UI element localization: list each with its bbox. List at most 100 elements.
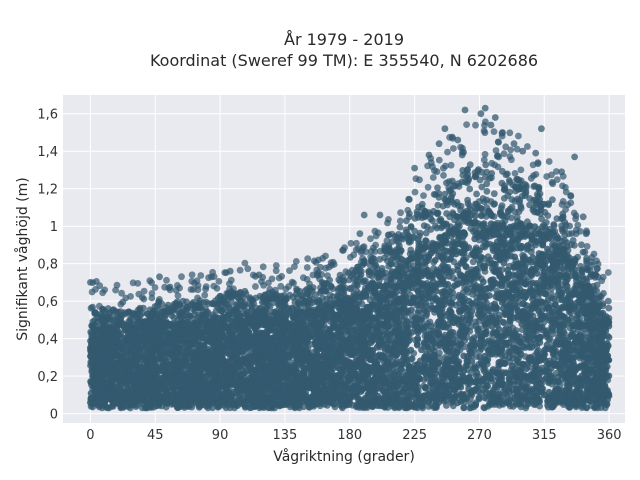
data-point — [240, 302, 248, 310]
data-point — [498, 202, 506, 210]
data-point — [433, 209, 441, 217]
data-point — [498, 179, 506, 187]
data-point — [97, 311, 104, 318]
data-point — [487, 198, 495, 205]
data-point — [483, 180, 491, 188]
data-point — [222, 300, 229, 308]
data-point — [315, 297, 322, 304]
data-point — [337, 284, 344, 291]
data-point — [419, 211, 427, 219]
data-point — [449, 294, 457, 302]
data-point — [136, 304, 144, 312]
data-point — [564, 246, 572, 254]
data-point — [533, 208, 541, 216]
data-point — [448, 193, 455, 201]
data-point — [263, 298, 271, 306]
data-point — [293, 287, 301, 294]
data-point — [436, 349, 443, 357]
data-point — [329, 285, 336, 292]
data-point — [605, 304, 613, 312]
data-point — [545, 201, 552, 209]
data-point — [561, 232, 569, 239]
data-point — [124, 309, 132, 316]
data-point — [563, 239, 571, 247]
data-point — [353, 267, 360, 275]
data-point — [434, 184, 441, 192]
data-point — [469, 258, 477, 266]
data-point — [578, 241, 585, 249]
data-point — [443, 210, 450, 217]
data-point — [526, 195, 534, 202]
data-point — [237, 289, 244, 297]
data-point — [506, 178, 514, 186]
data-point — [137, 311, 144, 319]
data-point — [583, 254, 590, 262]
data-point — [317, 289, 324, 296]
data-point — [395, 239, 402, 247]
data-point — [559, 214, 566, 222]
data-point — [376, 256, 384, 263]
data-point — [469, 290, 476, 298]
data-point — [129, 309, 137, 317]
data-point — [443, 198, 451, 206]
data-point — [443, 179, 450, 187]
data-point — [451, 182, 459, 190]
data-point — [341, 284, 349, 292]
data-point — [476, 176, 484, 184]
data-point — [422, 229, 430, 237]
data-point — [578, 267, 585, 275]
data-point — [478, 183, 486, 191]
data-point — [516, 185, 523, 192]
data-point — [441, 190, 449, 198]
data-point — [501, 184, 509, 192]
data-point — [553, 215, 561, 223]
data-point — [385, 262, 393, 270]
data-point — [449, 209, 457, 217]
data-point — [517, 202, 525, 210]
data-point — [486, 174, 493, 182]
data-point — [434, 201, 442, 209]
data-point — [89, 303, 96, 311]
data-point — [423, 223, 431, 231]
data-point — [407, 223, 415, 230]
data-point — [530, 183, 538, 190]
data-point — [366, 271, 373, 279]
data-point — [347, 284, 355, 292]
data-point — [461, 178, 469, 186]
data-point — [511, 208, 519, 216]
data-point — [522, 184, 530, 192]
data-point — [481, 198, 488, 206]
data-point — [433, 224, 441, 232]
data-point — [604, 297, 612, 305]
data-point — [216, 306, 224, 314]
data-point — [466, 185, 474, 193]
data-point — [416, 229, 424, 237]
data-point — [378, 265, 386, 272]
data-point — [500, 319, 508, 326]
data-point — [464, 166, 471, 173]
data-point — [581, 248, 589, 256]
data-point — [490, 190, 498, 198]
data-point — [542, 219, 550, 226]
data-point — [502, 171, 510, 179]
data-point — [418, 204, 426, 212]
data-point — [453, 198, 461, 206]
data-point — [583, 404, 591, 412]
data-point — [544, 212, 552, 220]
data-point — [550, 222, 558, 230]
data-point — [118, 312, 126, 320]
data-point — [566, 222, 573, 230]
data-point — [533, 191, 541, 198]
data-point — [405, 239, 413, 246]
data-points — [87, 104, 613, 412]
data-point — [508, 214, 515, 222]
data-point — [427, 215, 435, 223]
data-point — [405, 334, 413, 342]
data-point — [483, 188, 491, 195]
data-point — [361, 277, 369, 284]
data-point — [162, 312, 169, 319]
data-point — [289, 293, 297, 301]
data-point — [186, 312, 194, 320]
